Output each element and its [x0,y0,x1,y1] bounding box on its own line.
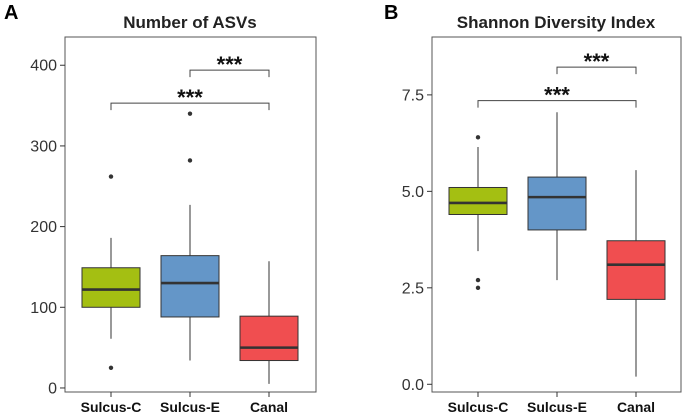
outlier-point [108,174,114,179]
box-canal [606,240,666,300]
panel-b: B Shannon Diversity Index 0.0 2.5 5.0 7.5 S… [384,2,682,413]
significance-label: *** [217,52,243,77]
x-tick-label: Sulcus-E [527,399,587,413]
x-tick-label: Canal [250,399,288,413]
y-axis-a: 0 100 200 300 400 [30,58,65,397]
box-sulcus-e [160,255,220,318]
significance-a: *** *** [110,52,270,111]
box-sulcus-c [448,186,508,216]
y-tick-label: 0.0 [402,377,424,394]
outlier-point [108,365,114,370]
y-tick-label: 200 [30,219,57,236]
panel-label-a: A [4,2,18,24]
y-tick-label: 5.0 [402,184,424,201]
box-sulcus-c [81,267,141,308]
y-tick-label: 7.5 [402,87,424,104]
panel-label-b: B [384,2,398,24]
x-tick-label: Canal [617,399,655,413]
significance-bracket [477,100,637,108]
x-axis-b: Sulcus-C Sulcus-E Canal [448,392,655,413]
significance-label: *** [584,49,610,74]
outlier-point [475,135,481,140]
significance-b: *** *** [477,49,637,108]
boxes-b [448,112,666,377]
x-axis-a: Sulcus-C Sulcus-E Canal [81,392,288,413]
x-tick-label: Sulcus-C [448,399,509,413]
y-tick-label: 100 [30,300,57,317]
y-tick-label: 400 [30,58,57,75]
significance-label: *** [544,83,570,108]
y-tick-label: 300 [30,138,57,155]
chart-title-b: Shannon Diversity Index [457,13,656,32]
significance-bracket [110,102,270,111]
outlier-point [475,285,481,291]
chart-title-a: Number of ASVs [123,13,257,32]
x-tick-label: Sulcus-C [81,399,142,413]
outlier-point [475,277,481,283]
y-tick-label: 2.5 [402,280,424,297]
x-tick-label: Sulcus-E [160,399,220,413]
significance-label: *** [177,85,203,110]
y-axis-b: 0.0 2.5 5.0 7.5 [402,87,432,394]
significance-bracket [189,69,270,78]
y-tick-label: 0 [48,380,57,397]
boxes-a [81,111,299,384]
outlier-point [187,158,193,163]
box-canal [239,315,299,362]
box-sulcus-e [527,176,587,231]
outlier-point [187,111,193,116]
significance-bracket [556,66,637,75]
